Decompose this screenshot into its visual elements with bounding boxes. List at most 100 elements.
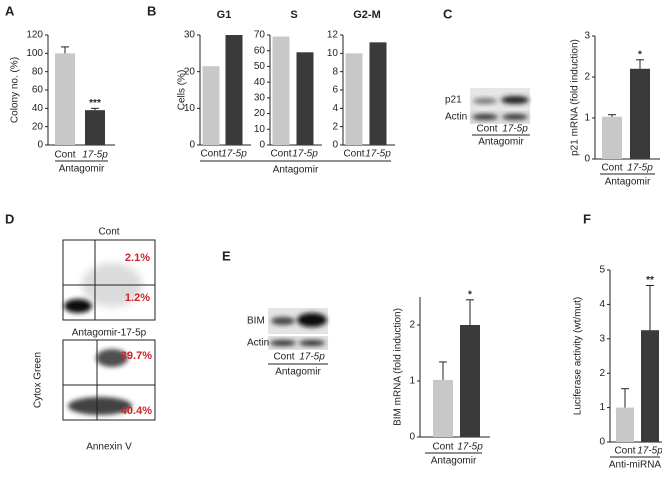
y-tick-label: 8: [332, 66, 338, 77]
y-tick-label: 20: [32, 121, 44, 132]
panel-label: D: [5, 211, 14, 226]
treatment-label: Antagomir: [275, 367, 321, 378]
bar: [369, 42, 387, 146]
y-tick-label: 0: [332, 140, 338, 151]
y-tick-label: 80: [32, 66, 44, 77]
panel-label: F: [583, 211, 591, 226]
plot-title: Antagomir-17-5p: [72, 328, 147, 339]
bar: [85, 110, 105, 145]
quadrant-percent: 39.7%: [121, 350, 152, 362]
y-tick-label: 1: [409, 376, 415, 387]
band: [502, 114, 528, 120]
y-tick-label: 1: [599, 402, 605, 413]
x-tick-label: Cont: [601, 163, 622, 174]
y-tick-label: 20: [184, 66, 196, 77]
bar: [460, 325, 480, 437]
band: [299, 340, 325, 346]
bar: [641, 330, 659, 442]
significance: **: [646, 275, 654, 286]
bar: [225, 35, 243, 145]
quadrant-percent: 40.4%: [121, 405, 152, 417]
y-tick-label: 1: [584, 113, 590, 124]
axis-label: Annexin V: [86, 442, 132, 453]
x-tick-label: 17-5p: [457, 442, 483, 453]
y-tick-label: 30: [184, 30, 196, 41]
y-tick-label: 50: [254, 61, 266, 72]
y-tick-label: 40: [32, 103, 44, 114]
treatment-label: Antagomir: [478, 137, 524, 148]
bar: [602, 116, 622, 159]
blot-row-label: Actin: [247, 338, 269, 349]
significance: ***: [89, 98, 101, 109]
x-tick-label: 17-5p: [627, 163, 653, 174]
x-tick-label: 17-5p: [637, 446, 662, 457]
significance: *: [638, 49, 642, 60]
y-tick-label: 30: [254, 92, 266, 103]
x-tick-label: Cont: [614, 446, 635, 457]
y-tick-label: 3: [584, 31, 590, 42]
y-tick-label: 12: [327, 30, 339, 41]
panel-label: A: [5, 3, 15, 18]
significance: *: [468, 289, 472, 300]
band: [270, 340, 296, 346]
y-tick-label: 120: [26, 30, 43, 41]
x-tick-label: 17-5p: [82, 150, 108, 161]
chart-title: G2-M: [353, 9, 381, 21]
bar: [272, 36, 290, 146]
y-tick-label: 40: [254, 77, 266, 88]
y-tick-label: 10: [327, 48, 339, 59]
y-tick-label: 70: [254, 30, 266, 41]
x-tick-label: 17-5p: [221, 149, 247, 160]
y-tick-label: 0: [189, 140, 195, 151]
y-tick-label: 3: [599, 333, 605, 344]
x-tick-label: Cont: [343, 149, 364, 160]
y-tick-label: 4: [332, 103, 338, 114]
band: [297, 313, 327, 327]
y-tick-label: 2: [584, 72, 590, 83]
y-tick-label: 6: [332, 85, 338, 96]
y-tick-label: 10: [184, 103, 196, 114]
y-tick-label: 0: [584, 154, 590, 165]
axis-label: Cytox Green: [33, 352, 44, 408]
plot-title: Cont: [98, 227, 119, 238]
y-tick-label: 0: [599, 437, 605, 448]
band: [472, 114, 498, 120]
quadrant-percent: 1.2%: [125, 292, 150, 304]
x-tick-label: Cont: [270, 149, 291, 160]
cell-cloud: [96, 349, 128, 367]
y-tick-label: 2: [332, 121, 338, 132]
blot-row-label: BIM: [247, 316, 265, 327]
blot-strip: [470, 88, 530, 110]
chart-title: G1: [217, 9, 232, 21]
y-axis-label: Colony no. (%): [10, 57, 21, 123]
blot-row-label: p21: [445, 95, 462, 106]
x-tick-label: 17-5p: [365, 149, 391, 160]
x-tick-label: Cont: [200, 149, 221, 160]
x-tick-label: 17-5p: [292, 149, 318, 160]
lane-label: Cont: [273, 352, 294, 363]
y-tick-label: 4: [599, 299, 605, 310]
blot-row-label: Actin: [445, 112, 467, 123]
y-tick-label: 60: [254, 45, 266, 56]
x-axis-label: Antagomir: [431, 456, 477, 467]
y-tick-label: 20: [254, 108, 266, 119]
lane-label: 17-5p: [502, 124, 528, 135]
panel-label: C: [443, 6, 453, 21]
bar: [202, 66, 220, 145]
y-tick-label: 100: [26, 48, 43, 59]
band: [473, 98, 497, 104]
band: [271, 317, 295, 325]
x-tick-label: Cont: [432, 442, 453, 453]
panel-label: E: [222, 248, 231, 263]
y-tick-label: 0: [409, 432, 415, 443]
quadrant-percent: 2.1%: [125, 252, 150, 264]
y-tick-label: 0: [259, 140, 265, 151]
bar: [630, 68, 650, 159]
band: [501, 96, 529, 104]
x-axis-label: Antagomir: [59, 164, 105, 175]
x-axis-label: Antagomir: [605, 177, 651, 188]
cell-cloud: [64, 299, 92, 313]
y-tick-label: 10: [254, 124, 266, 135]
lane-label: 17-5p: [299, 352, 325, 363]
